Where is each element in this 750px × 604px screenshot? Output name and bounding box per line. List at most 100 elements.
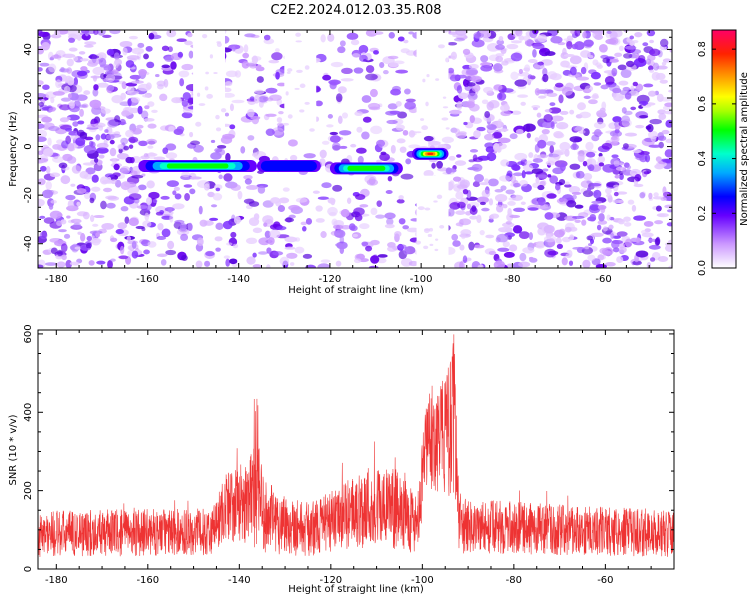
spectrogram-cell	[509, 244, 518, 252]
spectrogram-cell	[605, 56, 615, 60]
spectrogram-cell	[358, 44, 369, 54]
spectrogram-cell	[38, 159, 45, 164]
spectrogram-cell	[254, 89, 265, 95]
spectrogram-cell	[267, 236, 275, 246]
spectrogram-cell	[624, 238, 633, 248]
spectrogram-cell	[80, 58, 89, 62]
spectrogram-cell	[215, 247, 221, 252]
spectrogram-cell	[38, 129, 48, 139]
spectrogram-cell	[251, 56, 262, 61]
spectrogram-cell	[168, 207, 173, 213]
spectrogram-cell	[315, 218, 325, 223]
spectrogram-cell	[122, 47, 128, 56]
spectrogram-cell	[597, 254, 605, 261]
spectrogram-cell	[126, 90, 140, 95]
spectrogram-cell	[255, 66, 265, 72]
spectrogram-cell	[406, 227, 420, 233]
spectrogram-cell	[102, 34, 112, 38]
spectrogram-cell	[405, 158, 412, 165]
spectrogram-cell	[497, 128, 509, 132]
spectrogram-cell	[329, 135, 341, 143]
spectrogram-cell	[653, 192, 659, 197]
spectrogram-cell	[247, 61, 257, 69]
spectrogram-cell	[266, 247, 272, 254]
spectrogram-cell	[480, 55, 489, 63]
spectrogram-cell	[337, 46, 346, 54]
spectrogram-cell	[572, 125, 583, 132]
spectrogram-cell	[80, 30, 90, 34]
spectrogram-cell	[55, 79, 62, 89]
spectrogram-cell	[445, 167, 452, 175]
spectrogram-cell	[84, 41, 97, 46]
spectrogram-cell	[547, 174, 552, 178]
spectrogram-cell	[476, 214, 482, 224]
spectrogram-cell	[548, 107, 562, 114]
spectrogram-cell	[129, 156, 135, 164]
spectrogram-cell	[400, 173, 414, 180]
spectrogram-cell	[83, 192, 91, 200]
snr-xlabel: Height of straight line (km)	[288, 584, 424, 595]
spectrogram-cell	[582, 190, 594, 198]
spectrogram-cell	[385, 190, 393, 195]
spectrogram-cell	[68, 47, 78, 52]
spectrogram-cell	[131, 250, 139, 259]
spectrogram-cell	[84, 136, 94, 141]
spectrogram-cell	[513, 182, 521, 188]
spectrogram-cell	[486, 152, 497, 162]
spectrogram-cell	[550, 36, 563, 44]
spectrogram-cell	[62, 153, 73, 162]
spectrogram-cell	[83, 90, 91, 95]
spectrogram-cell	[39, 215, 46, 219]
spectrogram-cell	[594, 34, 604, 40]
spectrogram-cell	[500, 185, 507, 191]
spectrogram-cell	[558, 94, 564, 104]
spectrogram-cell	[304, 101, 310, 105]
spectrogram-cell	[459, 261, 464, 268]
spectrogram-cell	[112, 158, 117, 165]
spectrogram-cell	[522, 247, 535, 254]
spectrogram-cell	[60, 67, 65, 72]
spectrogram-cell	[593, 82, 602, 86]
spectrogram-cell	[638, 54, 646, 64]
spectrogram-cell	[369, 88, 378, 98]
x-tick-label: -140	[227, 274, 250, 285]
spectrogram-cell	[402, 225, 410, 230]
spectrogram-cell	[58, 229, 67, 233]
colorbar-ticks: 0.0 0.2 0.4 0.6 0.8	[697, 29, 737, 276]
spectrogram-cell	[441, 136, 454, 144]
spectrogram-cell	[282, 122, 290, 126]
spectrogram-cell	[581, 219, 587, 226]
spectrogram-cell	[75, 94, 88, 101]
spectrogram-cell	[265, 87, 278, 94]
spectrogram-cell	[486, 43, 500, 52]
spectrogram-cell	[137, 184, 147, 191]
spectrogram-cell	[503, 251, 515, 258]
spectrogram-cell	[493, 260, 506, 268]
spectrogram-cell	[463, 121, 468, 126]
spectrogram-cell	[258, 96, 268, 103]
spectrogram-cell	[589, 213, 597, 222]
spectrogram-cell	[426, 73, 430, 78]
spectrogram-cell	[165, 249, 177, 256]
spectrogram-cell	[632, 149, 642, 154]
spectrogram-cell	[326, 124, 334, 128]
spectrogram-cell	[272, 224, 278, 228]
spectrogram-cell	[96, 160, 103, 166]
spectrogram-cell	[196, 237, 204, 247]
spectrogram-cell	[414, 131, 422, 134]
spectrogram-cell	[278, 197, 290, 204]
colorbar-tick-label: 0.6	[697, 96, 708, 112]
spectrogram-cell	[427, 233, 433, 238]
spectrogram-cell	[179, 223, 187, 232]
spectrogram-cell	[544, 51, 556, 57]
spectrogram-cell	[353, 67, 364, 74]
spectrogram-cell	[77, 231, 82, 235]
spectrogram-cell	[117, 222, 128, 230]
spectrogram-cell	[286, 252, 298, 259]
spectrogram-cell	[319, 149, 327, 159]
spectrogram-cell	[209, 217, 219, 221]
spectrogram-cell	[550, 121, 555, 130]
spectrogram-xlabel: Height of straight line (km)	[288, 285, 424, 296]
spectrogram-cell	[43, 124, 50, 131]
spectrogram-cell	[495, 55, 504, 63]
